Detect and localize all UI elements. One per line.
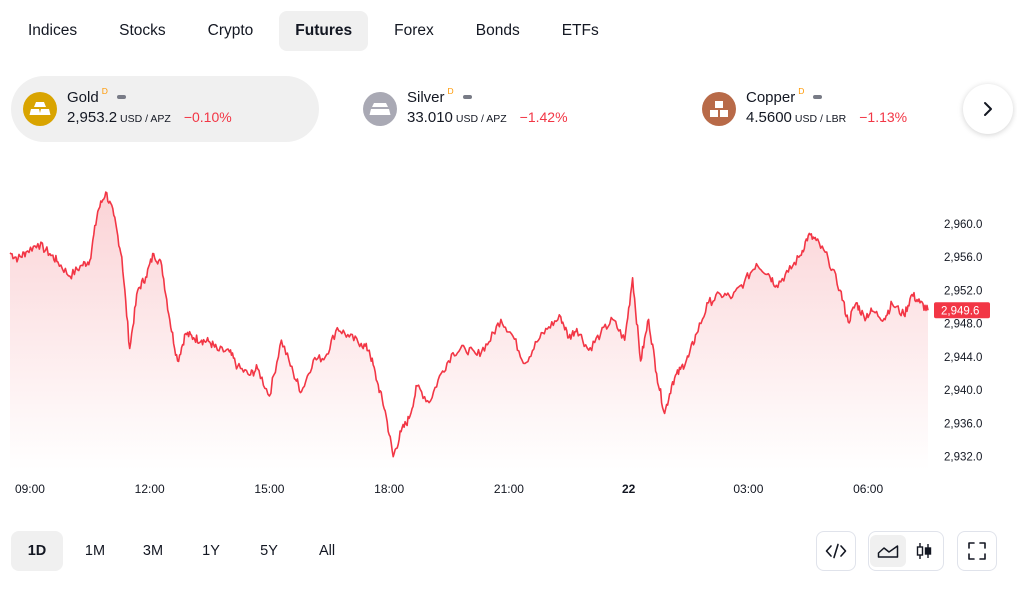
market-status-icon <box>462 95 472 99</box>
symbol-unit: USD / LBR <box>794 113 847 125</box>
price-axis-label: 2,940.0 <box>944 385 982 397</box>
range-1y[interactable]: 1Y <box>202 543 220 559</box>
symbol-unit: USD / APZ <box>120 113 171 125</box>
last-price-badge <box>934 302 990 319</box>
symbol-change: −1.13% <box>859 109 908 125</box>
copper-blocks-icon <box>702 92 736 126</box>
symbol-info: Silver D 33.010 USD / APZ −1.42% <box>407 86 568 131</box>
range-5y[interactable]: 5Y <box>260 543 278 559</box>
market-status-icon <box>116 95 126 99</box>
symbol-change: −1.42% <box>519 109 568 125</box>
symbol-price: 2,953.2 <box>67 109 118 126</box>
tab-crypto[interactable]: Crypto <box>207 22 254 39</box>
price-axis-label: 2,956.0 <box>944 252 982 264</box>
range-all[interactable]: All <box>318 543 336 559</box>
market-tabs: Indices Stocks Crypto Futures Forex Bond… <box>12 11 625 51</box>
candlestick-icon <box>916 543 932 559</box>
delayed-badge: D <box>798 86 805 96</box>
candles-chart-button[interactable] <box>906 535 942 567</box>
time-axis-label: 21:00 <box>494 482 524 496</box>
symbol-price: 4.5600 <box>746 109 792 126</box>
chevron-right-icon <box>984 102 992 116</box>
symbol-price: 33.010 <box>407 109 453 126</box>
tab-bonds[interactable]: Bonds <box>475 22 520 39</box>
tab-forex[interactable]: Forex <box>394 22 434 39</box>
time-axis-label: 22 <box>622 482 636 496</box>
price-chart[interactable]: 2,932.0 2,936.0 2,940.0 2,944.0 2,948.0 2,952… <box>0 160 1017 505</box>
time-axis: 09:00 12:00 15:00 18:00 21:00 22 03:00 06:00 <box>15 482 884 496</box>
time-axis-label: 09:00 <box>15 482 45 496</box>
price-area-fill <box>10 192 928 470</box>
symbol-name: Silver <box>407 88 445 106</box>
chart-style-toggle <box>868 531 944 571</box>
range-1m[interactable]: 1M <box>84 543 106 559</box>
fullscreen-icon <box>968 542 986 560</box>
symbol-unit: USD / APZ <box>455 113 507 125</box>
time-axis-label: 06:00 <box>853 482 883 496</box>
tab-indices[interactable]: Indices <box>28 22 78 39</box>
symbol-change: −0.10% <box>183 109 232 125</box>
last-price-text: 2,949.6 <box>941 305 979 317</box>
delayed-badge: D <box>101 86 108 96</box>
silver-bars-icon <box>363 92 397 126</box>
delayed-badge: D <box>447 86 454 96</box>
gold-bars-icon <box>23 92 57 126</box>
symbol-name: Copper <box>746 88 796 106</box>
time-axis-label: 15:00 <box>254 482 284 496</box>
price-line <box>9 191 929 458</box>
symbol-name: Gold <box>67 88 99 106</box>
price-axis-label: 2,944.0 <box>944 352 982 364</box>
price-axis-label: 2,952.0 <box>944 285 982 297</box>
symbol-card-gold[interactable]: Gold D 2,953.2 USD / APZ −0.10% <box>11 76 319 142</box>
market-status-icon <box>813 95 823 99</box>
code-icon <box>825 543 847 559</box>
price-axis-label: 2,932.0 <box>944 452 982 464</box>
embed-button[interactable] <box>816 531 856 571</box>
price-axis: 2,932.0 2,936.0 2,940.0 2,944.0 2,948.0 2,952… <box>944 219 982 464</box>
price-axis-label: 2,960.0 <box>944 219 982 231</box>
time-axis-label: 18:00 <box>374 482 404 496</box>
symbol-info: Gold D 2,953.2 USD / APZ −0.10% <box>67 86 232 131</box>
range-3m[interactable]: 3M <box>142 543 164 559</box>
symbol-cards: Gold D 2,953.2 USD / APZ −0.10% Silver D <box>11 76 1011 142</box>
area-chart-button[interactable] <box>870 535 906 567</box>
last-price-label: 2,949.6 <box>934 302 990 319</box>
range-1d[interactable]: 1D <box>11 531 63 571</box>
time-axis-label: 03:00 <box>733 482 763 496</box>
time-axis-label: 12:00 <box>135 482 165 496</box>
price-axis-label: 2,948.0 <box>944 319 982 331</box>
fullscreen-button[interactable] <box>957 531 997 571</box>
range-selector: 1D 1M 3M 1Y 5Y All <box>11 531 359 571</box>
symbol-info: Copper D 4.5600 USD / LBR −1.13% <box>746 86 908 131</box>
price-axis-label: 2,936.0 <box>944 418 982 430</box>
symbol-card-silver[interactable]: Silver D 33.010 USD / APZ −1.42% <box>351 76 659 142</box>
symbol-card-copper[interactable]: Copper D 4.5600 USD / LBR −1.13% <box>690 76 998 142</box>
area-chart-icon <box>877 545 899 558</box>
tab-stocks[interactable]: Stocks <box>119 22 166 39</box>
tab-etfs[interactable]: ETFs <box>561 22 599 39</box>
tab-futures[interactable]: Futures <box>279 11 369 51</box>
next-symbols-button[interactable] <box>963 84 1013 134</box>
